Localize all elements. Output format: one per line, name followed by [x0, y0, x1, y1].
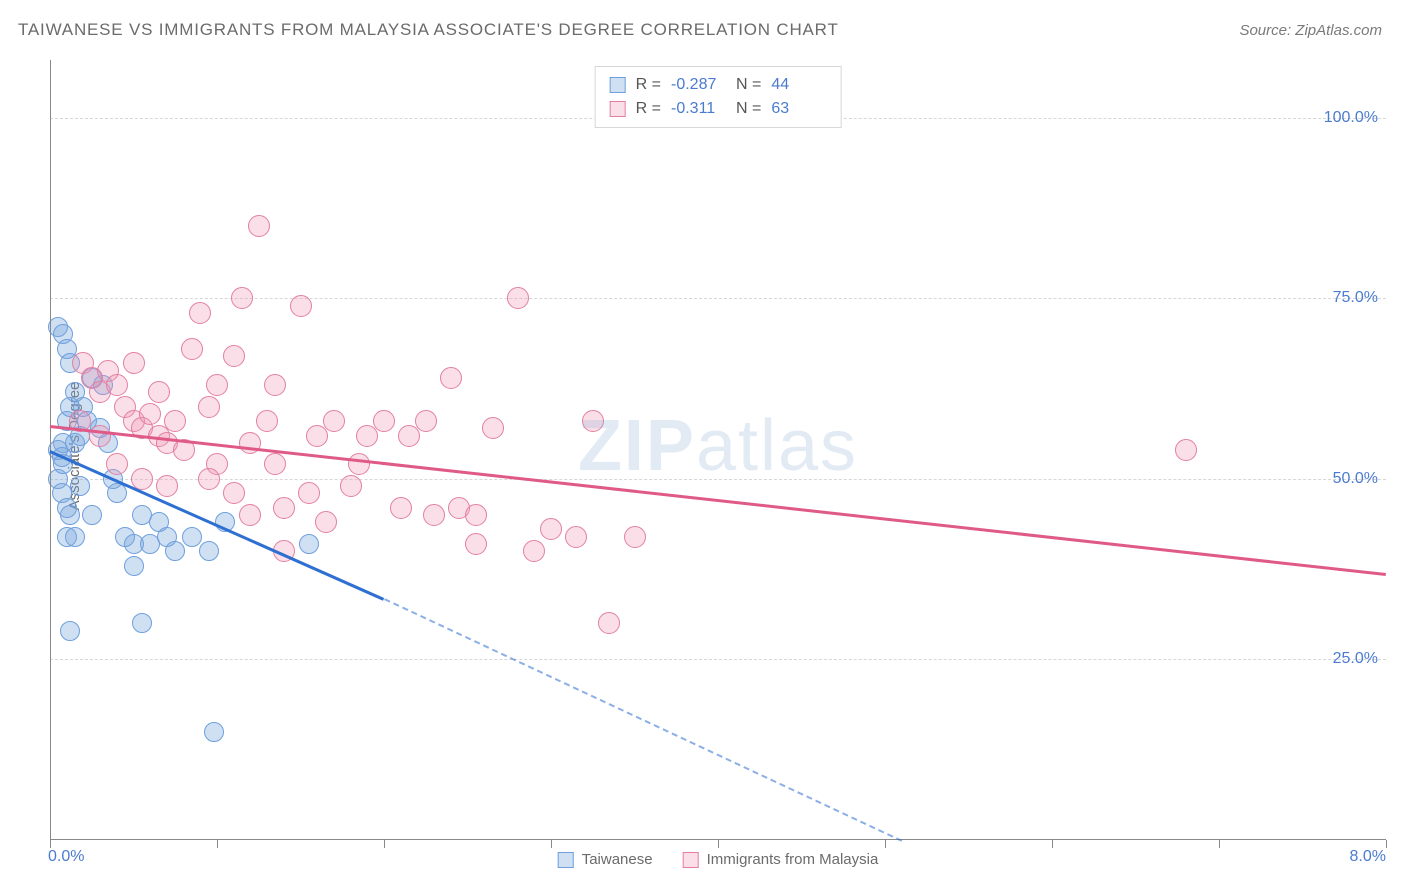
legend-item: Taiwanese	[558, 851, 653, 868]
data-point	[507, 287, 529, 309]
x-tick	[1386, 840, 1387, 848]
stat-r-label: R =	[636, 97, 661, 121]
x-tick	[885, 840, 886, 848]
data-point	[423, 504, 445, 526]
y-tick-label: 75.0%	[1333, 289, 1378, 307]
x-tick	[50, 840, 51, 848]
data-point	[290, 295, 312, 317]
data-point	[299, 534, 319, 554]
y-tick-label: 100.0%	[1324, 109, 1378, 127]
chart-title: TAIWANESE VS IMMIGRANTS FROM MALAYSIA AS…	[18, 20, 839, 40]
data-point	[60, 621, 80, 641]
stat-n-label: N =	[736, 73, 761, 97]
data-point	[82, 505, 102, 525]
data-point	[181, 338, 203, 360]
x-tick	[217, 840, 218, 848]
data-point	[523, 540, 545, 562]
data-point	[65, 527, 85, 547]
data-point	[565, 526, 587, 548]
legend-item: Immigrants from Malaysia	[683, 851, 879, 868]
series-swatch	[610, 101, 626, 117]
y-tick-label: 25.0%	[1333, 650, 1378, 668]
data-point	[248, 215, 270, 237]
data-point	[256, 410, 278, 432]
data-point	[440, 367, 462, 389]
data-point	[148, 381, 170, 403]
data-point	[465, 533, 487, 555]
stat-r-value: -0.287	[671, 73, 726, 97]
legend-label: Taiwanese	[582, 851, 653, 868]
x-axis-line	[50, 839, 1386, 840]
data-point	[323, 410, 345, 432]
data-point	[106, 374, 128, 396]
data-point	[89, 425, 111, 447]
x-tick	[1052, 840, 1053, 848]
stats-legend: R = -0.287 N = 44 R = -0.311 N = 63	[595, 66, 842, 128]
data-point	[139, 403, 161, 425]
data-point	[348, 453, 370, 475]
legend-label: Immigrants from Malaysia	[707, 851, 879, 868]
data-point	[70, 476, 90, 496]
stats-row: R = -0.287 N = 44	[610, 73, 827, 97]
x-axis-min-label: 0.0%	[48, 848, 84, 866]
data-point	[60, 505, 80, 525]
data-point	[189, 302, 211, 324]
data-point	[198, 468, 220, 490]
data-point	[239, 504, 261, 526]
data-point	[390, 497, 412, 519]
stat-n-label: N =	[736, 97, 761, 121]
data-point	[264, 374, 286, 396]
data-point	[198, 396, 220, 418]
stat-n-value: 63	[771, 97, 826, 121]
data-point	[1175, 439, 1197, 461]
data-point	[124, 556, 144, 576]
data-point	[482, 417, 504, 439]
data-point	[415, 410, 437, 432]
stat-n-value: 44	[771, 73, 826, 97]
stat-r-value: -0.311	[671, 97, 726, 121]
x-tick	[718, 840, 719, 848]
data-point	[298, 482, 320, 504]
data-point	[598, 612, 620, 634]
bottom-legend: Taiwanese Immigrants from Malaysia	[558, 851, 879, 868]
data-point	[582, 410, 604, 432]
regression-extrapolation	[383, 598, 903, 844]
data-point	[264, 453, 286, 475]
data-point	[132, 613, 152, 633]
data-point	[231, 287, 253, 309]
data-point	[340, 475, 362, 497]
data-point	[273, 497, 295, 519]
data-point	[223, 345, 245, 367]
series-swatch	[558, 852, 574, 868]
data-point	[624, 526, 646, 548]
x-tick	[551, 840, 552, 848]
data-point	[123, 352, 145, 374]
data-point	[223, 482, 245, 504]
data-point	[373, 410, 395, 432]
x-tick	[384, 840, 385, 848]
data-point	[156, 475, 178, 497]
data-point	[465, 504, 487, 526]
data-point	[204, 722, 224, 742]
data-point	[315, 511, 337, 533]
series-swatch	[610, 77, 626, 93]
data-point	[182, 527, 202, 547]
data-point	[106, 453, 128, 475]
stats-row: R = -0.311 N = 63	[610, 97, 827, 121]
data-point	[164, 410, 186, 432]
stat-r-label: R =	[636, 73, 661, 97]
y-tick-label: 50.0%	[1333, 470, 1378, 488]
data-point	[199, 541, 219, 561]
data-point	[165, 541, 185, 561]
x-tick	[1219, 840, 1220, 848]
data-point	[206, 374, 228, 396]
gridline	[50, 479, 1386, 480]
plot-area: ZIPatlas 25.0%50.0%75.0%100.0% R =-0.287…	[50, 60, 1386, 840]
gridline	[50, 659, 1386, 660]
data-point	[540, 518, 562, 540]
x-axis-max-label: 8.0%	[1350, 848, 1386, 866]
series-swatch	[683, 852, 699, 868]
chart-source: Source: ZipAtlas.com	[1239, 22, 1382, 39]
